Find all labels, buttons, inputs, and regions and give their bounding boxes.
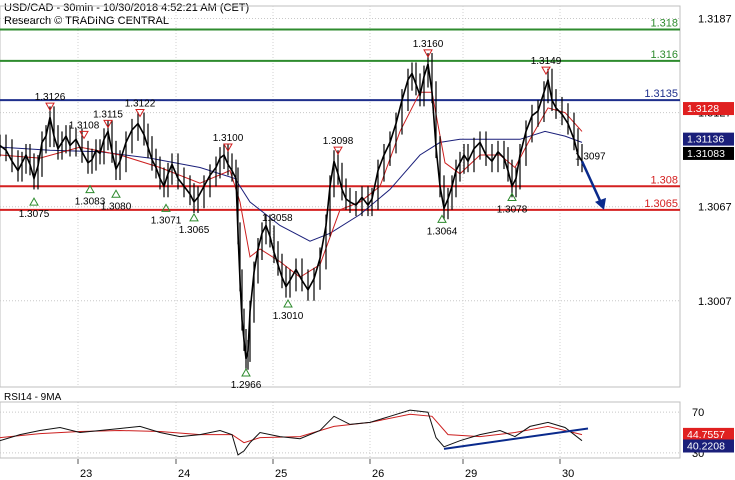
time-tick-label: 25 [275, 468, 287, 480]
swing-high-label: 1.3108 [69, 120, 100, 131]
swing-high-marker [45, 102, 55, 112]
rsi-badge [683, 427, 734, 441]
chart-title: USD/CAD - 30min - 10/30/2018 4:52:21 AM … [4, 2, 250, 14]
swing-low-marker [85, 184, 95, 194]
rsi-tick-label: 70 [692, 407, 704, 419]
time-axis: 23 24 25 26 29 30 [77, 459, 574, 480]
swing-high-label: 1.3098 [323, 136, 354, 147]
swing-low-label: 1.3078 [497, 204, 528, 215]
swing-low-marker [111, 189, 121, 198]
price-series [0, 53, 583, 370]
swing-high-label: 1.3126 [35, 92, 66, 103]
swing-low-label: 1.3071 [151, 215, 182, 226]
price-tick-label: 1.3007 [698, 296, 732, 308]
level-label: 1.316 [650, 49, 678, 61]
rsi-badge-label: 40.2208 [687, 441, 725, 453]
swing-low-label: 1.3065 [179, 225, 210, 236]
forecast-arrow-head [595, 197, 606, 210]
price-grid [0, 5, 681, 458]
swing-high-label: 1.3149 [531, 56, 562, 67]
time-tick-label: 24 [178, 468, 190, 480]
swing-high-label: 1.3115 [93, 109, 123, 120]
swing-low-label: 1.3083 [75, 197, 106, 208]
swing-low-marker [189, 212, 199, 222]
swing-high-label: 1.3160 [413, 39, 444, 50]
rsi-title: RSI14 - 9MA [4, 392, 62, 403]
price-tick-label: 1.3067 [698, 202, 732, 214]
rsi-line [0, 409, 583, 456]
swing-high-label: 1.3100 [213, 133, 244, 144]
rsi-badge [683, 439, 734, 453]
price-badge-label: 1.31136 [687, 134, 724, 146]
level-label: 1.3135 [644, 88, 678, 100]
swing-high-label: 1.3122 [125, 98, 156, 109]
swing-low-marker [241, 368, 251, 377]
level-label: 1.308 [650, 174, 678, 186]
rsi-ma-line [0, 413, 583, 444]
swing-high-marker [223, 143, 233, 152]
price-annotation-label: 1.3058 [262, 213, 293, 224]
time-tick-label: 29 [465, 468, 477, 480]
forecast-arrow-shaft [580, 160, 603, 204]
swing-high-marker [135, 108, 145, 118]
time-tick-label: 23 [80, 468, 92, 480]
swing-high-marker [103, 119, 113, 129]
price-annotation-label: 1.3097 [575, 152, 606, 163]
time-tick-label: 26 [372, 468, 384, 480]
price-badge-label: 1.31083 [687, 148, 725, 160]
swing-high-marker [333, 146, 343, 156]
time-tick-label: 30 [562, 468, 574, 480]
chart-source: Research © TRADING CENTRAL [4, 15, 169, 27]
price-badge-label: 1.3128 [687, 103, 719, 115]
swing-low-label: 1.3010 [273, 311, 304, 322]
price-badge [683, 146, 734, 160]
rsi-trendline [443, 427, 589, 450]
price-badge [683, 102, 734, 116]
level-label: 1.318 [650, 18, 678, 30]
price-line [0, 63, 583, 359]
swing-low-marker [29, 197, 39, 206]
price-badge [683, 132, 734, 146]
swing-low-label: 1.3080 [101, 201, 132, 212]
rsi-frame [0, 401, 681, 459]
forecast-arrow [580, 160, 606, 210]
swing-high-marker [541, 66, 551, 76]
swing-low-marker [161, 203, 171, 212]
swing-low-label: 1.2966 [231, 380, 262, 391]
level-label: 1.3065 [644, 198, 678, 210]
swing-low-marker [507, 192, 517, 201]
swing-low-marker [283, 299, 293, 308]
swing-high-marker [423, 49, 433, 58]
swing-high-marker [79, 130, 89, 140]
swing-low-marker [437, 214, 447, 223]
price-tick-label: 1.3187 [698, 14, 732, 26]
ma-slow-line [0, 130, 583, 242]
swing-low-label: 1.3064 [427, 226, 458, 237]
rsi-badge-label: 44.7557 [687, 429, 725, 441]
price-plot-frame [0, 5, 681, 388]
swing-low-label: 1.3075 [19, 209, 50, 220]
price-axis: 1.31871.31271.30671.30071.31281.311361.3… [683, 14, 734, 308]
